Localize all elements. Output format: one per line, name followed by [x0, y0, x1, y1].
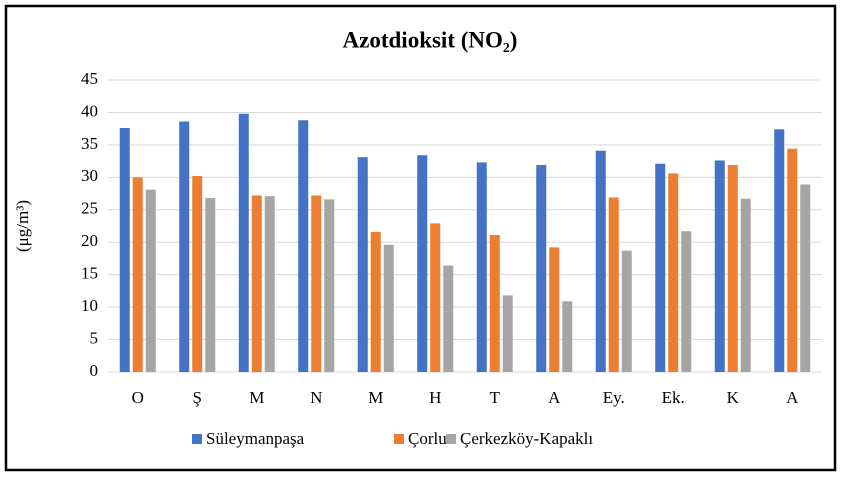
- bar: [370, 231, 381, 372]
- bar: [549, 247, 560, 372]
- x-tick-label: M: [368, 388, 383, 407]
- y-tick-label: 15: [81, 264, 98, 283]
- bar: [443, 265, 454, 372]
- legend-swatch: [192, 434, 202, 444]
- bar: [727, 165, 738, 372]
- bar: [251, 195, 262, 372]
- x-tick-label: Ey.: [603, 388, 625, 407]
- bar: [145, 189, 156, 372]
- bar: [774, 129, 785, 372]
- y-tick-label: 45: [81, 69, 98, 88]
- x-tick-label: A: [548, 388, 561, 407]
- legend-swatch: [446, 434, 456, 444]
- y-tick-label: 20: [81, 231, 98, 250]
- bar: [192, 176, 203, 372]
- bar: [787, 148, 798, 372]
- y-tick-label: 0: [90, 361, 99, 380]
- bar: [536, 165, 547, 372]
- y-axis-label: (μg/m³): [13, 200, 32, 252]
- x-tick-label: A: [786, 388, 799, 407]
- bar: [383, 244, 394, 372]
- bar: [132, 177, 143, 372]
- y-tick-label: 35: [81, 134, 98, 153]
- legend-label: Çorlu: [408, 429, 447, 448]
- bar: [681, 231, 692, 372]
- bar: [417, 155, 428, 372]
- bar: [714, 160, 725, 372]
- bar: [298, 120, 309, 372]
- bar: [324, 199, 335, 372]
- x-tick-label: T: [490, 388, 501, 407]
- chart-title: Azotdioksit (NO₂): [343, 27, 518, 52]
- y-tick-label: 40: [81, 101, 98, 120]
- bar: [179, 121, 190, 372]
- bar: [621, 250, 632, 372]
- bar: [608, 197, 619, 372]
- bar: [238, 113, 249, 373]
- legend-label: Çerkezköy-Kapaklı: [460, 429, 593, 448]
- legend-label: Süleymanpaşa: [206, 429, 305, 448]
- bar: [502, 295, 513, 372]
- bar: [668, 173, 679, 372]
- bar: [740, 198, 751, 372]
- bar: [595, 150, 606, 372]
- bar: [562, 301, 573, 372]
- y-tick-label: 5: [90, 328, 99, 347]
- bar: [119, 128, 130, 372]
- x-tick-label: H: [429, 388, 441, 407]
- x-tick-label: Ek.: [662, 388, 685, 407]
- x-tick-label: K: [727, 388, 740, 407]
- x-tick-label: Ş: [193, 388, 202, 407]
- bar: [489, 235, 500, 372]
- bar: [476, 162, 487, 372]
- bar: [264, 196, 275, 372]
- x-tick-label: M: [249, 388, 264, 407]
- y-tick-label: 10: [81, 296, 98, 315]
- y-tick-label: 30: [81, 166, 98, 185]
- bar: [357, 157, 368, 372]
- bar: [655, 163, 666, 372]
- bar: [430, 223, 441, 372]
- bar: [800, 184, 811, 372]
- bar: [311, 195, 322, 372]
- y-tick-label: 25: [81, 199, 98, 218]
- x-tick-label: O: [132, 388, 144, 407]
- x-tick-label: N: [310, 388, 322, 407]
- legend-swatch: [394, 434, 404, 444]
- bar: [205, 198, 216, 372]
